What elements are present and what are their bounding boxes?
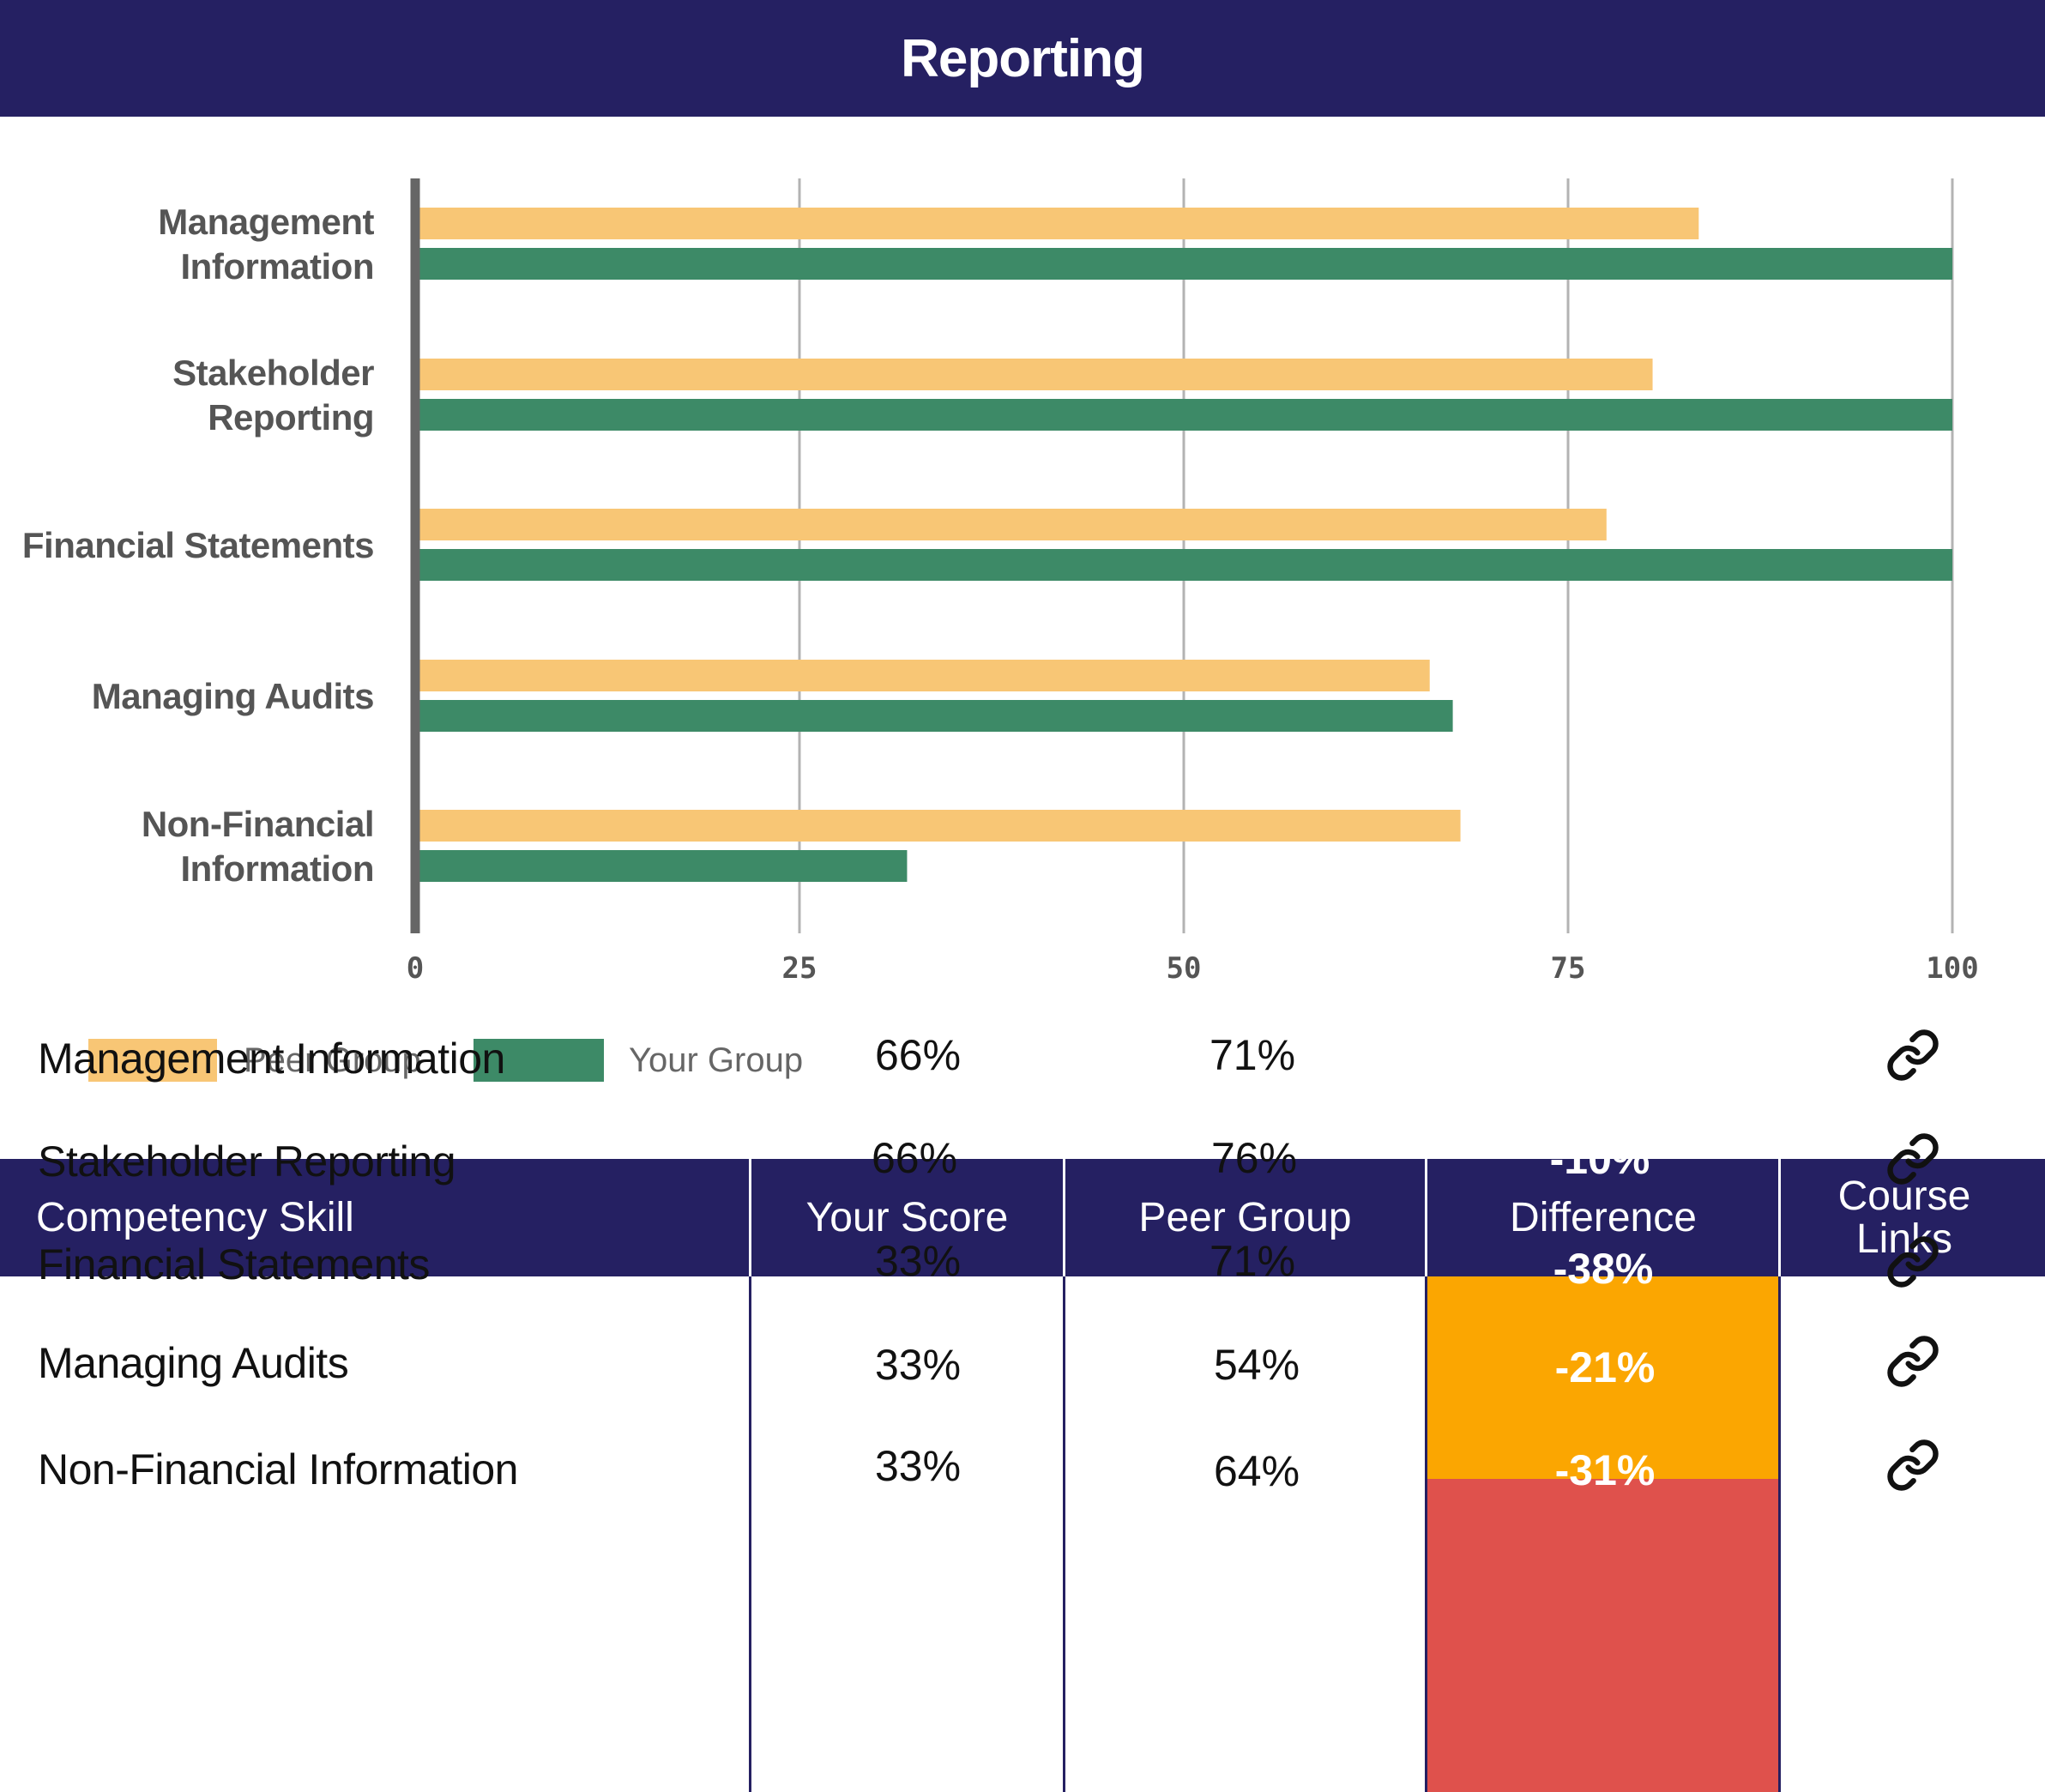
header-divider <box>1425 1159 1427 1276</box>
legend-label-peer-group: Peer Group <box>244 1041 421 1079</box>
difference-value: -21% <box>1554 1343 1656 1391</box>
category-label: Reporting <box>208 397 374 437</box>
link-icon[interactable] <box>1885 1438 1940 1493</box>
bar-peer-group <box>415 359 1653 390</box>
header-difference: Difference <box>1510 1194 1697 1240</box>
bar-peer-group <box>415 208 1699 239</box>
difference-value: -10% <box>1549 1135 1650 1183</box>
competency-table: Competency Skill Your Score Peer Group D… <box>0 1029 2045 1792</box>
bar-peer-group <box>415 810 1461 842</box>
link-icon[interactable] <box>1885 1334 1940 1389</box>
header-competency-skill: Competency Skill <box>36 1194 354 1240</box>
bar-your-group <box>415 700 1453 732</box>
column-divider <box>1425 1276 1427 1792</box>
your-score: 66% <box>871 1134 958 1182</box>
header-divider <box>1063 1159 1065 1276</box>
legend-label-your-group: Your Group <box>629 1041 804 1079</box>
skill-name: Stakeholder Reporting <box>38 1137 456 1186</box>
difference-value: -5% <box>1565 1038 1642 1086</box>
your-score: 33% <box>874 1341 962 1389</box>
peer-group-score: 76% <box>1210 1134 1298 1182</box>
header-divider <box>1778 1159 1781 1276</box>
bar-your-group <box>415 549 1952 581</box>
peer-group-score: 71% <box>1209 1031 1296 1079</box>
skill-name: Management Information <box>38 1035 505 1083</box>
bar-peer-group <box>415 660 1430 691</box>
bar-your-group <box>415 248 1952 280</box>
category-label: Managing Audits <box>92 676 374 716</box>
header-peer-group: Peer Group <box>1138 1194 1352 1240</box>
difference-bg-amber <box>1427 1276 1779 1479</box>
peer-group-score: 71% <box>1209 1237 1296 1285</box>
your-score: 33% <box>874 1237 962 1285</box>
skill-name: Managing Audits <box>38 1339 349 1387</box>
course-link[interactable] <box>1781 1125 2045 1193</box>
course-link[interactable] <box>1781 1431 2045 1499</box>
column-divider <box>1778 1276 1781 1792</box>
course-link[interactable] <box>1781 1021 2045 1089</box>
bar-your-group <box>415 399 1952 431</box>
category-label: Management <box>158 202 374 242</box>
x-tick-label: 0 <box>407 951 424 986</box>
difference-bg-red <box>1427 1479 1779 1792</box>
legend-swatch-your-group <box>474 1039 604 1082</box>
peer-group-score: 64% <box>1213 1447 1300 1495</box>
difference-value: -31% <box>1554 1446 1656 1494</box>
difference-value: -38% <box>1553 1245 1654 1293</box>
bar-peer-group <box>415 509 1607 540</box>
column-divider <box>1063 1276 1065 1792</box>
category-label: Information <box>181 848 374 889</box>
link-icon[interactable] <box>1885 1028 1940 1083</box>
legend-swatch-peer-group <box>88 1039 217 1082</box>
column-divider <box>749 1276 751 1792</box>
table-header: Competency Skill Your Score Peer Group D… <box>0 1159 2045 1276</box>
category-label: Non-Financial <box>142 804 374 844</box>
bar-chart: ManagementInformationStakeholderReportin… <box>22 178 1979 986</box>
link-icon[interactable] <box>1885 1234 1940 1289</box>
skill-name: Non-Financial Information <box>38 1445 519 1493</box>
course-link[interactable] <box>1781 1327 2045 1396</box>
x-tick-label: 50 <box>1167 951 1202 986</box>
x-tick-label: 75 <box>1551 951 1586 986</box>
category-label: Information <box>181 246 374 287</box>
header-divider <box>749 1159 751 1276</box>
x-tick-label: 100 <box>1926 951 1978 986</box>
page-title: Reporting <box>901 28 1145 88</box>
skill-name: Financial Statements <box>38 1240 430 1288</box>
x-tick-label: 25 <box>782 951 817 986</box>
category-label: Financial Statements <box>22 525 374 565</box>
your-score: 66% <box>874 1031 962 1079</box>
page-header: Reporting <box>0 0 2045 117</box>
header-your-score: Your Score <box>805 1194 1009 1240</box>
your-score: 33% <box>874 1442 962 1490</box>
course-link[interactable] <box>1781 1228 2045 1296</box>
category-label: Stakeholder <box>172 353 374 393</box>
link-icon[interactable] <box>1885 1131 1940 1186</box>
bar-your-group <box>415 850 908 882</box>
peer-group-score: 54% <box>1213 1341 1300 1389</box>
